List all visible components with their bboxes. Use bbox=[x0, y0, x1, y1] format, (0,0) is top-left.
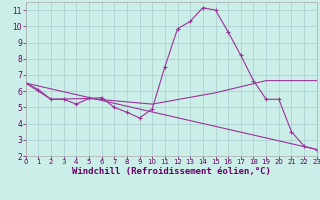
X-axis label: Windchill (Refroidissement éolien,°C): Windchill (Refroidissement éolien,°C) bbox=[72, 167, 271, 176]
